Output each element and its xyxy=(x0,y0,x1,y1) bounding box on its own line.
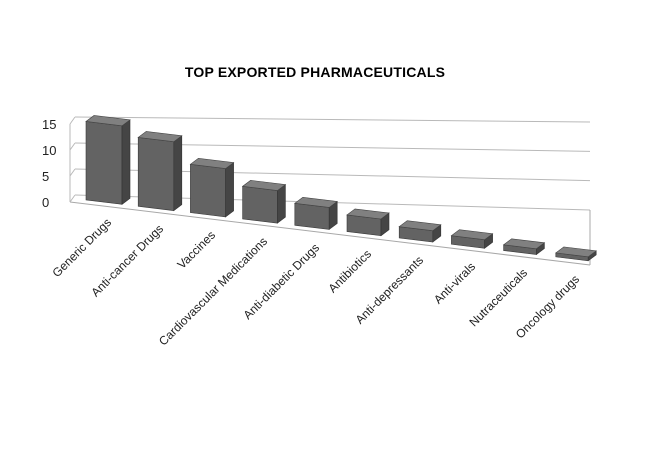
x-category-label: Anti-virals xyxy=(431,259,478,306)
y-tick-label: 0 xyxy=(42,195,49,210)
bar-top xyxy=(294,196,338,208)
gridline xyxy=(74,116,591,123)
x-category-label: Generic Drugs xyxy=(50,215,115,280)
x-category-label: Antibiotics xyxy=(326,247,375,296)
bar-front xyxy=(242,186,278,224)
bar-side xyxy=(277,183,286,224)
side-gridline xyxy=(69,168,76,177)
bar-side xyxy=(173,135,183,212)
bar-top xyxy=(555,246,597,258)
bar xyxy=(241,180,287,224)
bar xyxy=(85,115,131,205)
bars-layer xyxy=(85,115,597,262)
bar-top xyxy=(450,229,494,241)
y-tick-label: 5 xyxy=(42,169,49,184)
y-tick-labels: 15 10 5 0 xyxy=(42,117,56,210)
floor-front-edge xyxy=(69,201,591,266)
bar-front xyxy=(85,121,123,205)
bar xyxy=(294,196,338,231)
bar-front xyxy=(294,202,330,230)
bar-side xyxy=(225,161,234,218)
bar xyxy=(137,131,183,212)
bar-top xyxy=(398,220,442,232)
bar-top xyxy=(85,115,131,127)
bar-top xyxy=(189,158,235,169)
x-category-label: Nutraceuticals xyxy=(466,266,530,330)
bar xyxy=(346,208,390,237)
bar-top xyxy=(241,180,287,191)
bar-top xyxy=(502,238,546,250)
y-tick-label: 10 xyxy=(42,143,56,158)
bar-top xyxy=(346,208,390,220)
bar xyxy=(450,229,494,249)
x-category-label: Cardiovascular Medications xyxy=(156,234,270,348)
bar xyxy=(398,220,442,243)
x-category-label: Vaccines xyxy=(174,228,218,272)
bar-front xyxy=(137,137,175,211)
bar xyxy=(189,158,235,218)
grid-layer xyxy=(69,116,591,266)
bar-side xyxy=(121,119,131,205)
bar xyxy=(555,246,597,262)
bar-front xyxy=(190,163,226,218)
chart-title: TOP EXPORTED PHARMACEUTICALS xyxy=(184,64,446,80)
bar xyxy=(502,238,546,256)
side-gridline xyxy=(69,142,76,151)
y-tick-label: 15 xyxy=(42,117,56,132)
bar-top xyxy=(137,131,183,143)
side-gridline xyxy=(69,116,76,125)
side-gridline xyxy=(69,194,76,203)
